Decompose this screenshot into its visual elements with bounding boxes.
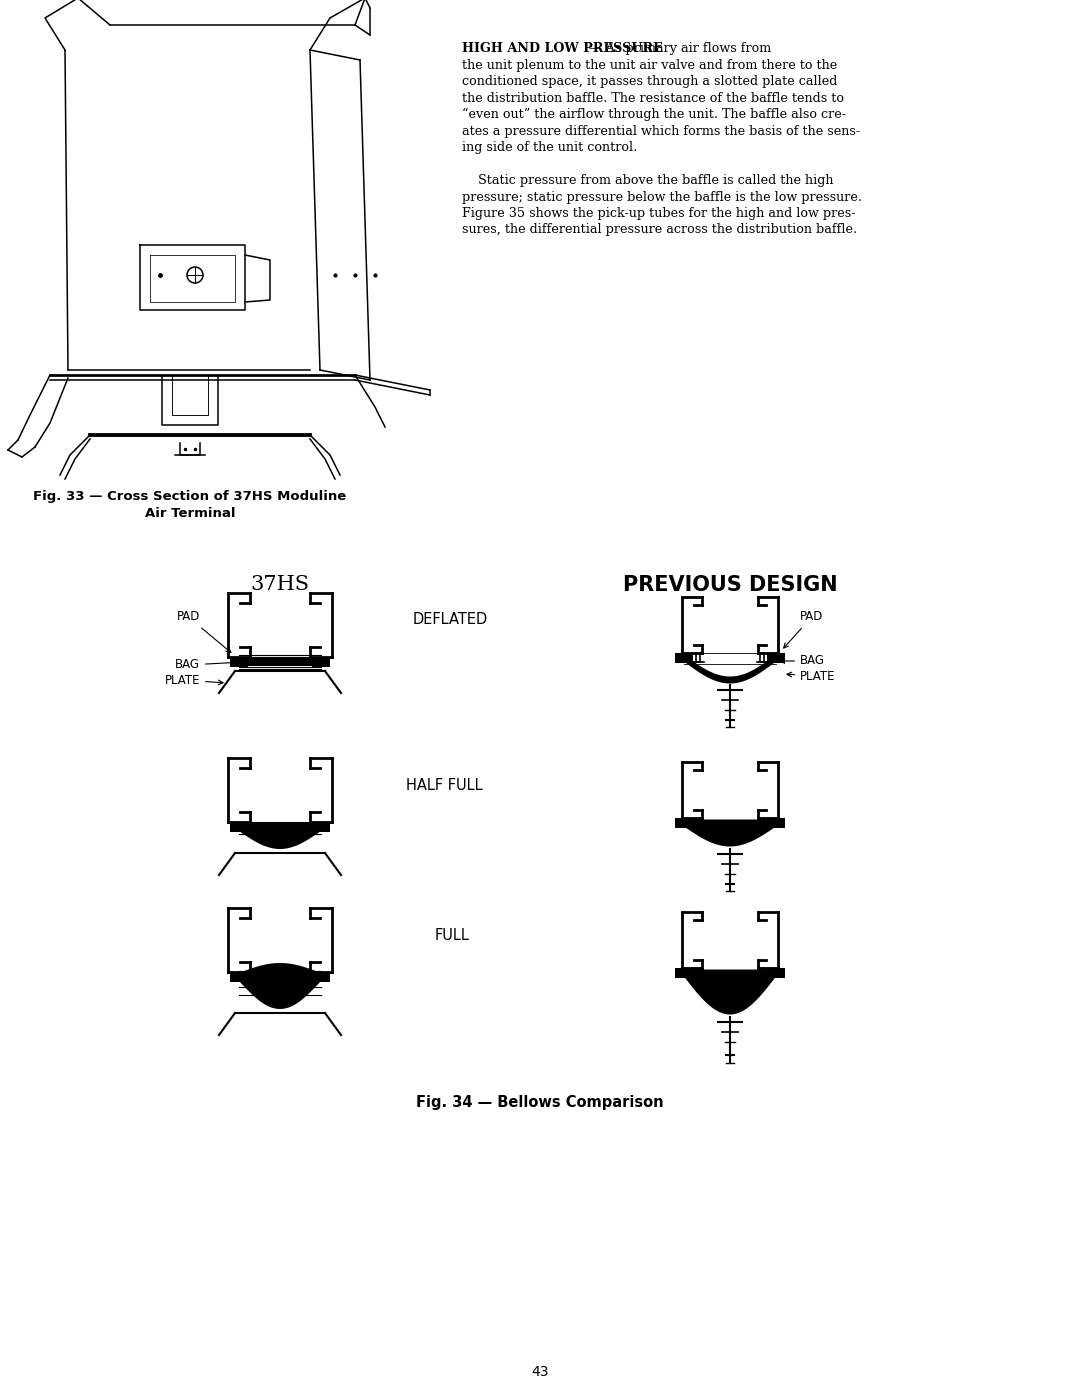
Text: 37HS: 37HS — [251, 576, 310, 594]
Polygon shape — [239, 823, 321, 849]
Bar — [230, 972, 248, 982]
Text: PAD: PAD — [177, 610, 231, 652]
Text: BAG: BAG — [780, 655, 825, 668]
Bar — [767, 652, 785, 664]
Bar — [312, 657, 330, 666]
Text: ing side of the unit control.: ing side of the unit control. — [462, 141, 637, 154]
Text: the unit plenum to the unit air valve and from there to the: the unit plenum to the unit air valve an… — [462, 59, 837, 71]
Bar — [239, 658, 321, 666]
Bar — [230, 657, 248, 666]
Text: sures, the differential pressure across the distribution baffle.: sures, the differential pressure across … — [462, 224, 858, 236]
Text: ates a pressure differential which forms the basis of the sens-: ates a pressure differential which forms… — [462, 124, 860, 137]
Text: HALF FULL: HALF FULL — [406, 778, 483, 792]
Bar — [767, 968, 785, 978]
Text: FULL: FULL — [434, 928, 470, 943]
Bar — [675, 968, 693, 978]
Text: PLATE: PLATE — [787, 669, 836, 683]
Bar — [312, 821, 330, 833]
Text: 43: 43 — [531, 1365, 549, 1379]
Text: Air Terminal: Air Terminal — [145, 507, 235, 520]
Bar — [230, 821, 248, 833]
Text: pressure; static pressure below the baffle is the low pressure.: pressure; static pressure below the baff… — [462, 190, 862, 204]
Text: PAD: PAD — [784, 610, 823, 648]
Polygon shape — [684, 820, 777, 847]
Text: Fig. 33 — Cross Section of 37HS Moduline: Fig. 33 — Cross Section of 37HS Moduline — [33, 490, 347, 503]
Text: PREVIOUS DESIGN: PREVIOUS DESIGN — [623, 576, 837, 595]
Text: “even out” the airflow through the unit. The baffle also cre-: “even out” the airflow through the unit.… — [462, 108, 846, 122]
Text: DEFLATED: DEFLATED — [413, 612, 488, 627]
Bar — [675, 819, 693, 828]
Bar — [675, 652, 693, 664]
Text: — As primary air flows from: — As primary air flows from — [585, 42, 771, 54]
Text: PLATE: PLATE — [164, 673, 222, 686]
Bar — [312, 972, 330, 982]
Text: Static pressure from above the baffle is called the high: Static pressure from above the baffle is… — [462, 175, 834, 187]
Text: Figure 35 shows the pick-up tubes for the high and low pres-: Figure 35 shows the pick-up tubes for th… — [462, 207, 855, 219]
Polygon shape — [684, 970, 777, 1014]
Text: the distribution baffle. The resistance of the baffle tends to: the distribution baffle. The resistance … — [462, 91, 843, 105]
Text: HIGH AND LOW PRESSURE: HIGH AND LOW PRESSURE — [462, 42, 663, 54]
Text: BAG: BAG — [175, 658, 240, 672]
Polygon shape — [684, 655, 777, 683]
Text: Fig. 34 — Bellows Comparison: Fig. 34 — Bellows Comparison — [416, 1095, 664, 1111]
Bar — [767, 819, 785, 828]
Polygon shape — [239, 963, 321, 1009]
Text: conditioned space, it passes through a slotted plate called: conditioned space, it passes through a s… — [462, 75, 837, 88]
